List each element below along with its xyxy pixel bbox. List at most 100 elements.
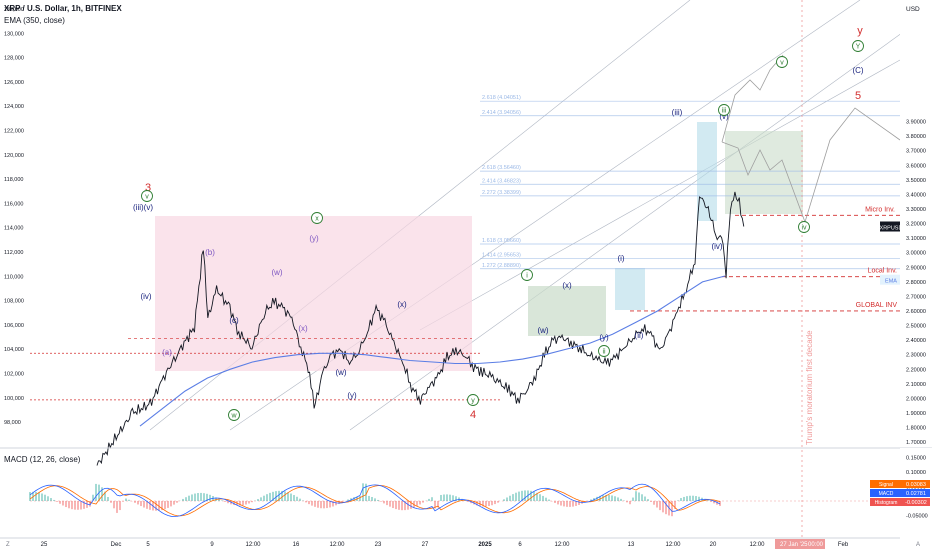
x-tick-8: 27 [422, 542, 429, 548]
macd-line [29, 483, 721, 518]
wave-label-32: (C) [852, 66, 863, 75]
price-series [96, 191, 745, 466]
right-tick-20: 1.90000 [906, 411, 926, 417]
macd-tick-4: -0.05000 [906, 514, 928, 520]
right-tick-11: 2.80000 [906, 280, 926, 286]
wave-label-28: iv [801, 225, 807, 232]
range-zone-projection [725, 131, 803, 214]
macd-tag-label-2 [870, 498, 902, 506]
fib-label-5: 1.618 (3.05660) [482, 238, 521, 244]
wave-circle-21 [598, 345, 610, 357]
x-tick-0: 25 [41, 542, 48, 548]
x-tick-16: Feb [838, 542, 849, 548]
x-tick-9: 2025 [478, 542, 492, 548]
wave-label-8: (w) [271, 268, 282, 277]
price-tag-label-0 [880, 221, 902, 232]
right-tick-16: 2.30000 [906, 353, 926, 359]
macd-tag-value-2: -0.00302 [905, 500, 927, 506]
right-tick-18: 2.10000 [906, 382, 926, 388]
wave-circle-31 [852, 40, 864, 52]
macd-tag-value-0: 0.03083 [906, 482, 926, 488]
wave-label-12: (w) [335, 368, 346, 377]
wave-label-18: (w) [537, 326, 548, 335]
x-tick-1: Dec [111, 542, 122, 548]
range-zone-pink [155, 216, 472, 371]
macd-tag-name-1: MACD [879, 491, 894, 497]
ema-series [139, 275, 726, 427]
left-tick-2: 128,000 [4, 56, 24, 62]
fib-label-7: 1.272 (2.88890) [482, 263, 521, 269]
wave-circle-1 [141, 190, 153, 202]
macd-tag-name-0: Signal [879, 482, 893, 488]
range-zone-teal-1 [615, 268, 645, 310]
left-tick-7: 118,000 [4, 177, 23, 183]
wave-label-0: 3 [145, 182, 151, 194]
wave-label-3: (iv) [140, 292, 151, 301]
x-tick-5: 16 [293, 542, 300, 548]
projection-alt [721, 107, 901, 224]
right-tick-15: 2.40000 [906, 338, 926, 344]
left-tick-17: 98,000 [4, 420, 21, 426]
fib-label-0: 2.618 (4.04051) [482, 95, 521, 101]
wave-label-27: iii [722, 108, 727, 115]
wave-label-13: (x) [397, 300, 407, 309]
wave-label-22: (i) [617, 254, 624, 263]
wave-label-17: i [526, 273, 528, 280]
time-tag: 00:00 [808, 542, 824, 548]
wave-label-7: w [230, 413, 237, 420]
left-tick-1: 130,000 [4, 31, 24, 37]
right-tick-14: 2.50000 [906, 324, 926, 330]
wave-label-29: v [780, 60, 784, 67]
wave-circle-17 [521, 269, 533, 281]
range-zone-teal-2 [697, 122, 717, 221]
fib-label-4: 2.272 (3.38399) [482, 190, 521, 196]
wave-label-23: (ii) [635, 331, 644, 340]
wave-label-9: (x) [298, 324, 308, 333]
x-tick-14: 20 [710, 542, 717, 548]
right-tick-22: 1.70000 [906, 440, 926, 446]
x-tick-4: 12:00 [245, 542, 261, 548]
left-tick-13: 106,000 [4, 323, 24, 329]
bottom-left-icon: Z [6, 542, 10, 548]
left-tick-4: 124,000 [4, 104, 24, 110]
left-tick-0: 132,000 [4, 7, 24, 13]
wave-label-26: (v) [719, 112, 729, 121]
bottom-right-icon: A [916, 542, 920, 548]
wave-circle-28 [798, 221, 810, 233]
right-tick-2: 3.70000 [906, 149, 926, 155]
macd-signal-line [29, 485, 721, 517]
wave-label-25: (iv) [711, 242, 722, 251]
wave-label-20: (y) [599, 333, 609, 342]
left-tick-15: 102,000 [4, 372, 24, 378]
macd-tag-box-2 [902, 498, 930, 506]
fib-label-3: 2.414 (3.46823) [482, 178, 521, 184]
wave-label-15: y [471, 398, 475, 405]
left-tick-11: 110,000 [4, 274, 23, 280]
wave-label-2: (iii)(v) [133, 203, 153, 212]
range-zone-green [528, 286, 606, 336]
x-tick-12: 13 [628, 542, 635, 548]
right-tick-5: 3.40000 [906, 192, 926, 198]
right-tick-0: 3.90000 [906, 120, 926, 126]
level-label-0: Micro Inv. [865, 206, 895, 213]
wave-label-10: x [315, 216, 319, 223]
wave-label-21: ii [602, 349, 606, 356]
fib-label-1: 2.414 (3.94056) [482, 110, 521, 116]
wave-label-4: (a) [162, 348, 172, 357]
macd-tick-1: 0.10000 [906, 470, 926, 476]
wave-circle-10 [311, 212, 323, 224]
wave-label-1: v [145, 194, 149, 201]
macd-tick-0: 0.15000 [906, 456, 926, 462]
right-tick-8: 3.10000 [906, 236, 926, 242]
wave-label-5: (b) [205, 248, 215, 257]
right-tick-7: 3.20000 [906, 222, 926, 228]
macd-legend: MACD (12, 26, close) [4, 455, 81, 464]
wave-label-30: y [857, 25, 863, 37]
wave-circle-15 [467, 394, 479, 406]
left-tick-8: 116,000 [4, 201, 23, 207]
macd-tag-name-2: Histogram [875, 500, 898, 506]
left-tick-16: 100,000 [4, 396, 24, 402]
left-tick-3: 126,000 [4, 80, 24, 86]
right-axis-unit: USD [906, 6, 920, 13]
